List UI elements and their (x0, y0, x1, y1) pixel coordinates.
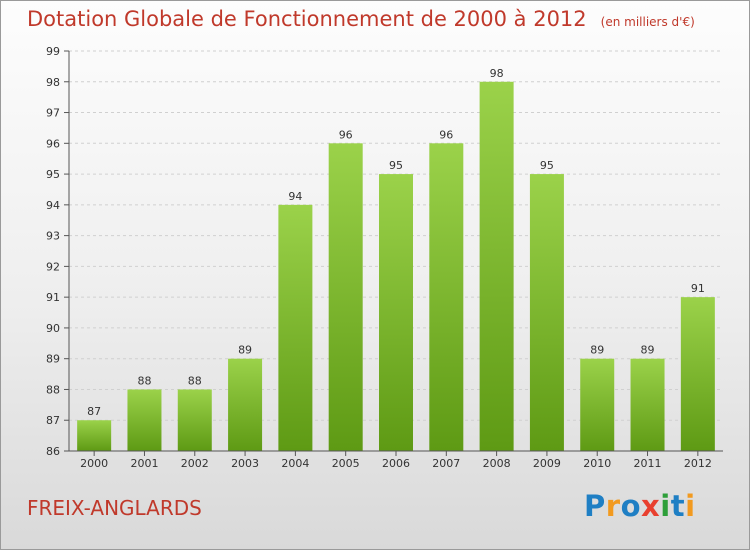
y-tick-label: 92 (46, 260, 60, 273)
data-label: 91 (691, 282, 705, 295)
y-tick-label: 89 (46, 353, 60, 366)
logo-letter: x (641, 489, 661, 523)
logo-letter: t (670, 489, 686, 523)
bar (328, 143, 363, 452)
bar (228, 358, 263, 451)
data-label: 98 (490, 67, 504, 80)
data-label: 95 (540, 159, 554, 172)
data-label: 88 (137, 374, 151, 387)
x-tick-label: 2008 (483, 457, 511, 470)
x-tick-label: 2010 (583, 457, 611, 470)
bars (77, 81, 715, 452)
data-label: 94 (288, 190, 302, 203)
logo-letter: r (605, 489, 621, 523)
x-tick-label: 2001 (130, 457, 158, 470)
data-label: 89 (238, 344, 252, 357)
bar (127, 389, 162, 451)
logo-letter: o (620, 489, 642, 523)
y-tick-label: 99 (46, 45, 60, 58)
data-label: 96 (339, 128, 353, 141)
x-tick-label: 2009 (533, 457, 561, 470)
bar (429, 143, 464, 452)
logo-letter: i (660, 489, 671, 523)
x-tick-label: 2004 (281, 457, 309, 470)
chart-title: Dotation Globale de Fonctionnement de 20… (27, 7, 695, 31)
y-axis: 86 87 88 89 90 91 92 93 94 95 96 97 98 99 (46, 45, 70, 458)
bar (680, 297, 715, 451)
bar (379, 174, 413, 452)
x-tick-label: 2003 (231, 457, 259, 470)
data-label: 89 (641, 344, 655, 357)
data-label: 96 (439, 128, 453, 141)
bar (77, 420, 112, 451)
x-tick-label: 2007 (432, 457, 460, 470)
y-tick-label: 95 (46, 168, 60, 181)
y-tick-label: 87 (46, 414, 60, 427)
x-tick-label: 2006 (382, 457, 410, 470)
data-labels: 87 88 88 89 94 96 95 96 98 95 89 89 91 (87, 67, 705, 418)
data-label: 95 (389, 159, 403, 172)
y-tick-label: 93 (46, 230, 60, 243)
y-tick-label: 91 (46, 291, 60, 304)
x-tick-label: 2005 (332, 457, 360, 470)
bar (580, 358, 615, 451)
y-tick-label: 94 (46, 199, 60, 212)
logo-letter: i (685, 489, 696, 523)
x-tick-label: 2000 (80, 457, 108, 470)
y-tick-label: 86 (46, 445, 60, 458)
data-label: 87 (87, 405, 101, 418)
y-tick-label: 88 (46, 383, 60, 396)
chart-title-text: Dotation Globale de Fonctionnement de 20… (27, 7, 587, 31)
bar (479, 81, 514, 452)
x-tick-label: 2002 (181, 457, 209, 470)
y-tick-label: 98 (46, 76, 60, 89)
logo-letter: P (584, 489, 606, 523)
chart-subtitle: (en milliers d'€) (600, 15, 695, 29)
bar (630, 358, 665, 451)
x-tick-label: 2012 (684, 457, 712, 470)
y-tick-label: 97 (46, 107, 60, 120)
data-label: 89 (590, 344, 604, 357)
bar (529, 174, 564, 452)
y-tick-label: 96 (46, 137, 60, 150)
x-tick-label: 2011 (634, 457, 662, 470)
bar (278, 204, 313, 451)
commune-name: FREIX-ANGLARDS (27, 496, 202, 520)
proxiti-logo[interactable]: Proxiti (584, 489, 696, 523)
y-tick-label: 90 (46, 322, 60, 335)
x-axis: 2000 2001 2002 2003 2004 2005 2006 2007 2008 2009… (69, 450, 723, 470)
bar (177, 389, 212, 451)
data-label: 88 (188, 374, 202, 387)
